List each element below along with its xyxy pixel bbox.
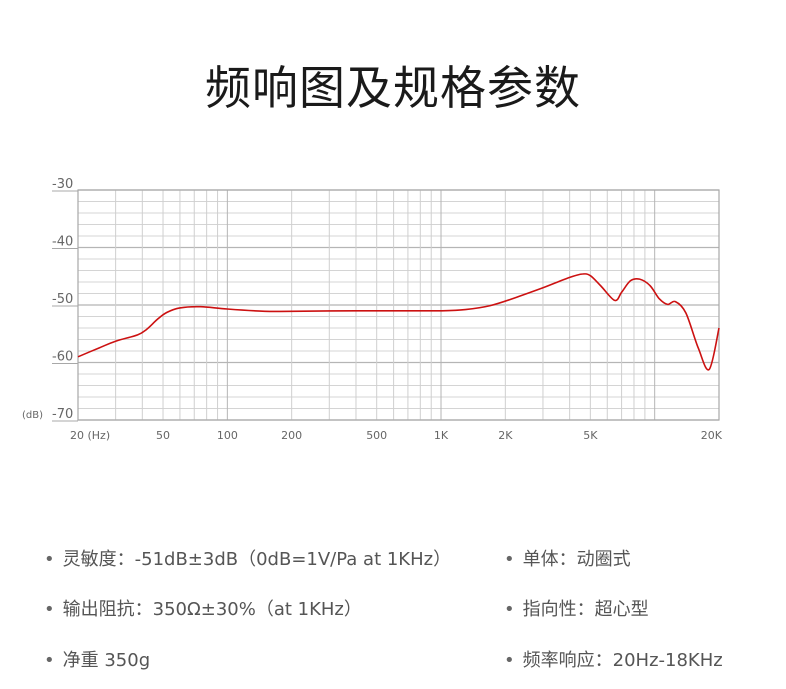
chart-axes: -30 -40 -50 -60 -70 (dB) 20 (Hz) 50 100 200 500 1K 2… [22,177,723,442]
y-tick-label: -50 [52,292,73,307]
bullet: • [504,549,515,570]
spec-driver: • 单体：动圈式 [504,545,631,571]
y-tick-label: -60 [52,350,73,365]
bullet: • [504,650,515,671]
y-unit-label: (dB) [22,410,43,421]
spec-freq-response-text: 频率响应：20Hz-18KHz [522,650,723,671]
spec-weight-text: 净重 350g [62,650,151,671]
spec-sensitivity-text: 灵敏度：-51dB±3dB（0dB=1V/Pa at 1KHz） [62,549,452,570]
page-title: 频响图及规格参数 [205,61,581,115]
spec-freq-response: • 频率响应：20Hz-18KHz [504,646,723,672]
x-tick-label: 20K [701,429,723,442]
x-tick-label: 1K [434,429,449,442]
spec-impedance: • 输出阻抗：350Ω±30%（at 1KHz） [44,595,362,621]
bullet: • [504,599,515,620]
bullet: • [44,549,55,570]
x-tick-label: 20 (Hz) [70,429,110,442]
spec-weight: • 净重 350g [44,646,150,672]
frequency-response-chart: -30 -40 -50 -60 -70 (dB) 20 (Hz) 50 100 200 500 1K 2… [0,170,786,460]
bullet: • [44,650,55,671]
x-tick-label: 500 [366,429,387,442]
bullet: • [44,599,55,620]
chart-svg: -30 -40 -50 -60 -70 (dB) 20 (Hz) 50 100 200 500 1K 2… [22,177,723,442]
y-tick-label: -40 [52,235,73,250]
x-tick-label: 200 [281,429,302,442]
spec-impedance-text: 输出阻抗：350Ω±30%（at 1KHz） [62,599,362,620]
x-tick-label: 50 [156,429,170,442]
spec-polar-pattern: • 指向性：超心型 [504,595,649,621]
frequency-response-line [77,273,720,371]
y-tick-label: -70 [52,407,73,422]
spec-driver-text: 单体：动圈式 [522,549,631,570]
x-tick-label: 100 [217,429,238,442]
x-tick-label: 5K [583,429,598,442]
plot-frame [77,189,720,421]
spec-polar-pattern-text: 指向性：超心型 [522,599,649,620]
chart-series [77,273,720,371]
chart-grid [77,189,720,421]
spec-sensitivity: • 灵敏度：-51dB±3dB（0dB=1V/Pa at 1KHz） [44,545,451,571]
x-tick-label: 2K [498,429,513,442]
y-tick-label: -30 [52,177,73,192]
